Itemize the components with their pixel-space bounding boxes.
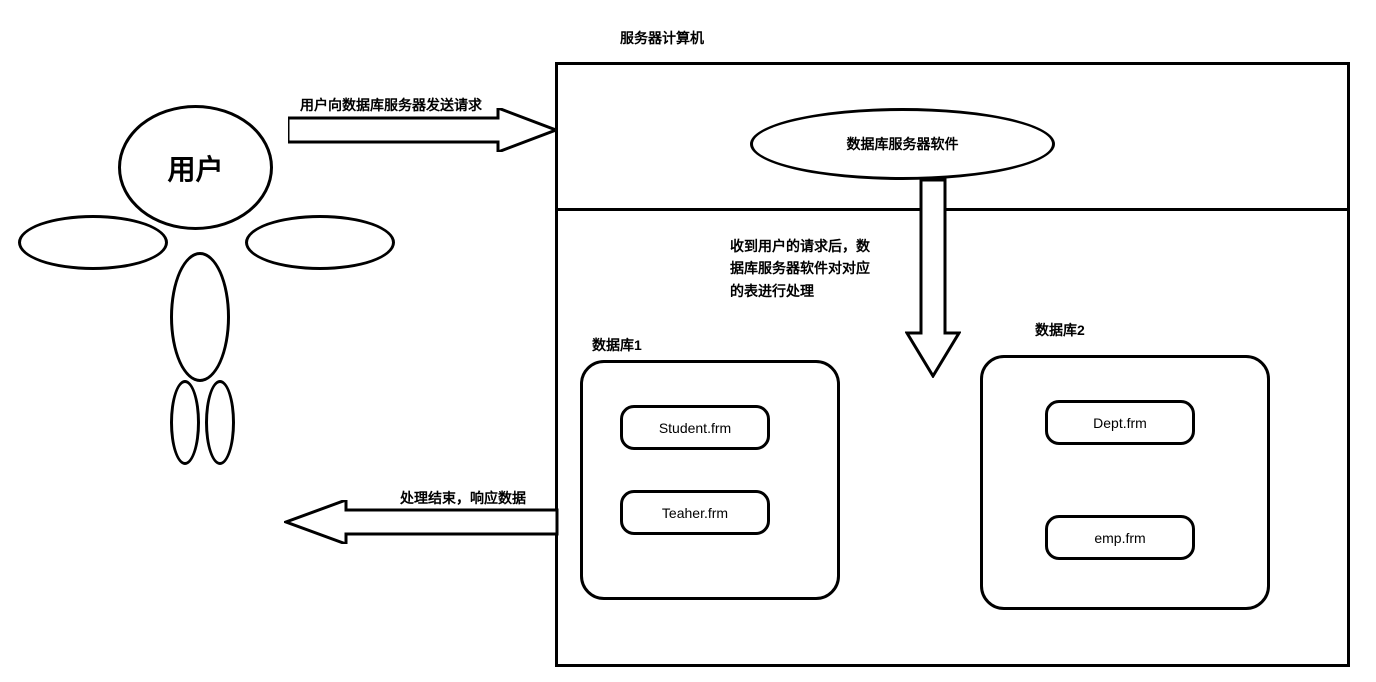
db2-file-dept-label: Dept.frm [1093, 415, 1147, 431]
db1-file-teacher: Teaher.frm [620, 490, 770, 535]
db2-file-emp: emp.frm [1045, 515, 1195, 560]
process-arrow-label: 收到用户的请求后，数 据库服务器软件对对应 的表进行处理 [730, 235, 870, 302]
user-leg-right [205, 380, 235, 465]
process-label-line-3: 的表进行处理 [730, 280, 870, 302]
user-arm-right [245, 215, 395, 270]
process-label-line-1: 收到用户的请求后，数 [730, 235, 870, 257]
db2-box [980, 355, 1270, 610]
db1-file-student-label: Student.frm [659, 420, 731, 436]
user-arm-left [18, 215, 168, 270]
request-arrow-icon [288, 108, 558, 152]
db-software-label: 数据库服务器软件 [847, 134, 959, 154]
db2-file-emp-label: emp.frm [1094, 530, 1145, 546]
db1-file-student: Student.frm [620, 405, 770, 450]
user-torso [170, 252, 230, 382]
process-label-line-2: 据库服务器软件对对应 [730, 257, 870, 279]
user-leg-left [170, 380, 200, 465]
db2-file-dept: Dept.frm [1045, 400, 1195, 445]
user-label: 用户 [167, 148, 223, 188]
server-title: 服务器计算机 [620, 28, 704, 48]
process-arrow-icon [905, 178, 961, 378]
db1-label: 数据库1 [592, 335, 642, 355]
db-software-ellipse: 数据库服务器软件 [750, 108, 1055, 180]
user-head: 用户 [118, 105, 273, 230]
db2-label: 数据库2 [1035, 320, 1085, 340]
db1-box [580, 360, 840, 600]
response-arrow-icon [284, 500, 559, 544]
db1-file-teacher-label: Teaher.frm [662, 505, 728, 521]
